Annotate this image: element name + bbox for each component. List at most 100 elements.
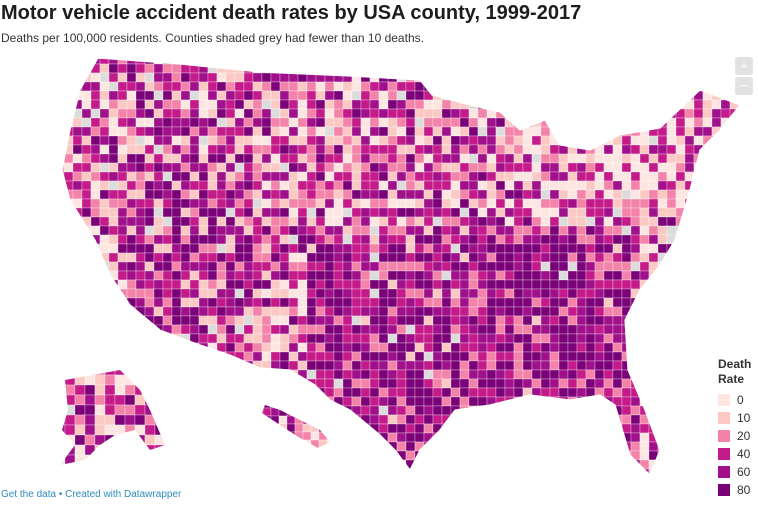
county-cell[interactable] [585, 108, 596, 119]
county-cell[interactable] [531, 252, 542, 263]
county-cell[interactable] [108, 288, 119, 299]
county-cell[interactable] [513, 99, 524, 110]
county-cell[interactable] [288, 90, 299, 101]
county-cell[interactable] [342, 396, 353, 407]
county-cell[interactable] [207, 432, 218, 443]
county-cell[interactable] [225, 99, 236, 110]
county-cell[interactable] [441, 360, 452, 371]
county-cell[interactable] [432, 198, 443, 209]
county-cell[interactable] [333, 180, 344, 191]
county-cell[interactable] [225, 270, 236, 281]
county-cell[interactable] [594, 441, 605, 452]
county-cell[interactable] [144, 90, 155, 101]
county-cell[interactable] [702, 324, 713, 335]
county-cell[interactable] [414, 315, 425, 326]
county-cell[interactable] [612, 351, 623, 362]
county-cell[interactable] [252, 279, 263, 290]
county-cell[interactable] [134, 374, 146, 386]
county-cell[interactable] [684, 243, 695, 254]
county-cell[interactable] [333, 144, 344, 155]
county-cell[interactable] [504, 468, 515, 478]
county-cell[interactable] [162, 315, 173, 326]
county-cell[interactable] [117, 234, 128, 245]
county-cell[interactable] [207, 126, 218, 137]
county-cell[interactable] [396, 198, 407, 209]
county-cell[interactable] [459, 468, 470, 478]
county-cell[interactable] [81, 315, 92, 326]
county-cell[interactable] [657, 432, 668, 443]
county-cell[interactable] [124, 434, 136, 446]
county-cell[interactable] [459, 432, 470, 443]
county-cell[interactable] [558, 324, 569, 335]
county-cell[interactable] [666, 414, 677, 425]
county-cell[interactable] [468, 81, 479, 92]
county-cell[interactable] [261, 315, 272, 326]
county-cell[interactable] [693, 243, 704, 254]
county-cell[interactable] [531, 369, 542, 380]
county-cell[interactable] [738, 198, 748, 209]
county-cell[interactable] [162, 450, 173, 461]
county-cell[interactable] [278, 431, 288, 441]
county-cell[interactable] [405, 261, 416, 272]
county-cell[interactable] [540, 198, 551, 209]
county-cell[interactable] [234, 99, 245, 110]
county-cell[interactable] [657, 90, 668, 101]
county-cell[interactable] [396, 234, 407, 245]
county-cell[interactable] [522, 234, 533, 245]
county-cell[interactable] [531, 234, 542, 245]
county-cell[interactable] [171, 81, 182, 92]
county-cell[interactable] [162, 216, 173, 227]
county-cell[interactable] [333, 63, 344, 74]
county-cell[interactable] [72, 234, 83, 245]
county-cell[interactable] [144, 454, 156, 465]
county-cell[interactable] [720, 252, 731, 263]
county-cell[interactable] [504, 297, 515, 308]
county-cell[interactable] [684, 324, 695, 335]
county-cell[interactable] [318, 400, 328, 409]
county-cell[interactable] [522, 468, 533, 478]
county-cell[interactable] [288, 351, 299, 362]
county-cell[interactable] [405, 351, 416, 362]
county-cell[interactable] [576, 459, 587, 470]
county-cell[interactable] [342, 387, 353, 398]
county-cell[interactable] [621, 216, 632, 227]
county-cell[interactable] [450, 63, 461, 74]
county-cell[interactable] [414, 180, 425, 191]
county-cell[interactable] [432, 360, 443, 371]
county-cell[interactable] [648, 306, 659, 317]
county-cell[interactable] [108, 135, 119, 146]
county-cell[interactable] [585, 369, 596, 380]
county-cell[interactable] [117, 135, 128, 146]
county-cell[interactable] [261, 261, 272, 272]
county-cell[interactable] [135, 324, 146, 335]
county-cell[interactable] [135, 153, 146, 164]
county-cell[interactable] [55, 404, 66, 416]
county-cell[interactable] [117, 63, 128, 74]
county-cell[interactable] [486, 324, 497, 335]
county-cell[interactable] [549, 162, 560, 173]
county-cell[interactable] [99, 162, 110, 173]
county-cell[interactable] [459, 153, 470, 164]
county-cell[interactable] [99, 459, 110, 470]
county-cell[interactable] [144, 63, 155, 74]
county-cell[interactable] [396, 279, 407, 290]
county-cell[interactable] [495, 180, 506, 191]
county-cell[interactable] [369, 387, 380, 398]
county-cell[interactable] [369, 378, 380, 389]
county-cell[interactable] [621, 55, 632, 65]
county-cell[interactable] [468, 171, 479, 182]
county-cell[interactable] [153, 288, 164, 299]
county-cell[interactable] [315, 99, 326, 110]
county-cell[interactable] [361, 478, 370, 487]
county-cell[interactable] [315, 243, 326, 254]
county-cell[interactable] [612, 306, 623, 317]
county-cell[interactable] [676, 478, 685, 487]
county-cell[interactable] [594, 252, 605, 263]
county-cell[interactable] [621, 387, 632, 398]
county-cell[interactable] [459, 144, 470, 155]
county-cell[interactable] [342, 360, 353, 371]
county-cell[interactable] [487, 478, 496, 487]
county-cell[interactable] [189, 108, 200, 119]
county-cell[interactable] [333, 306, 344, 317]
county-cell[interactable] [702, 360, 713, 371]
